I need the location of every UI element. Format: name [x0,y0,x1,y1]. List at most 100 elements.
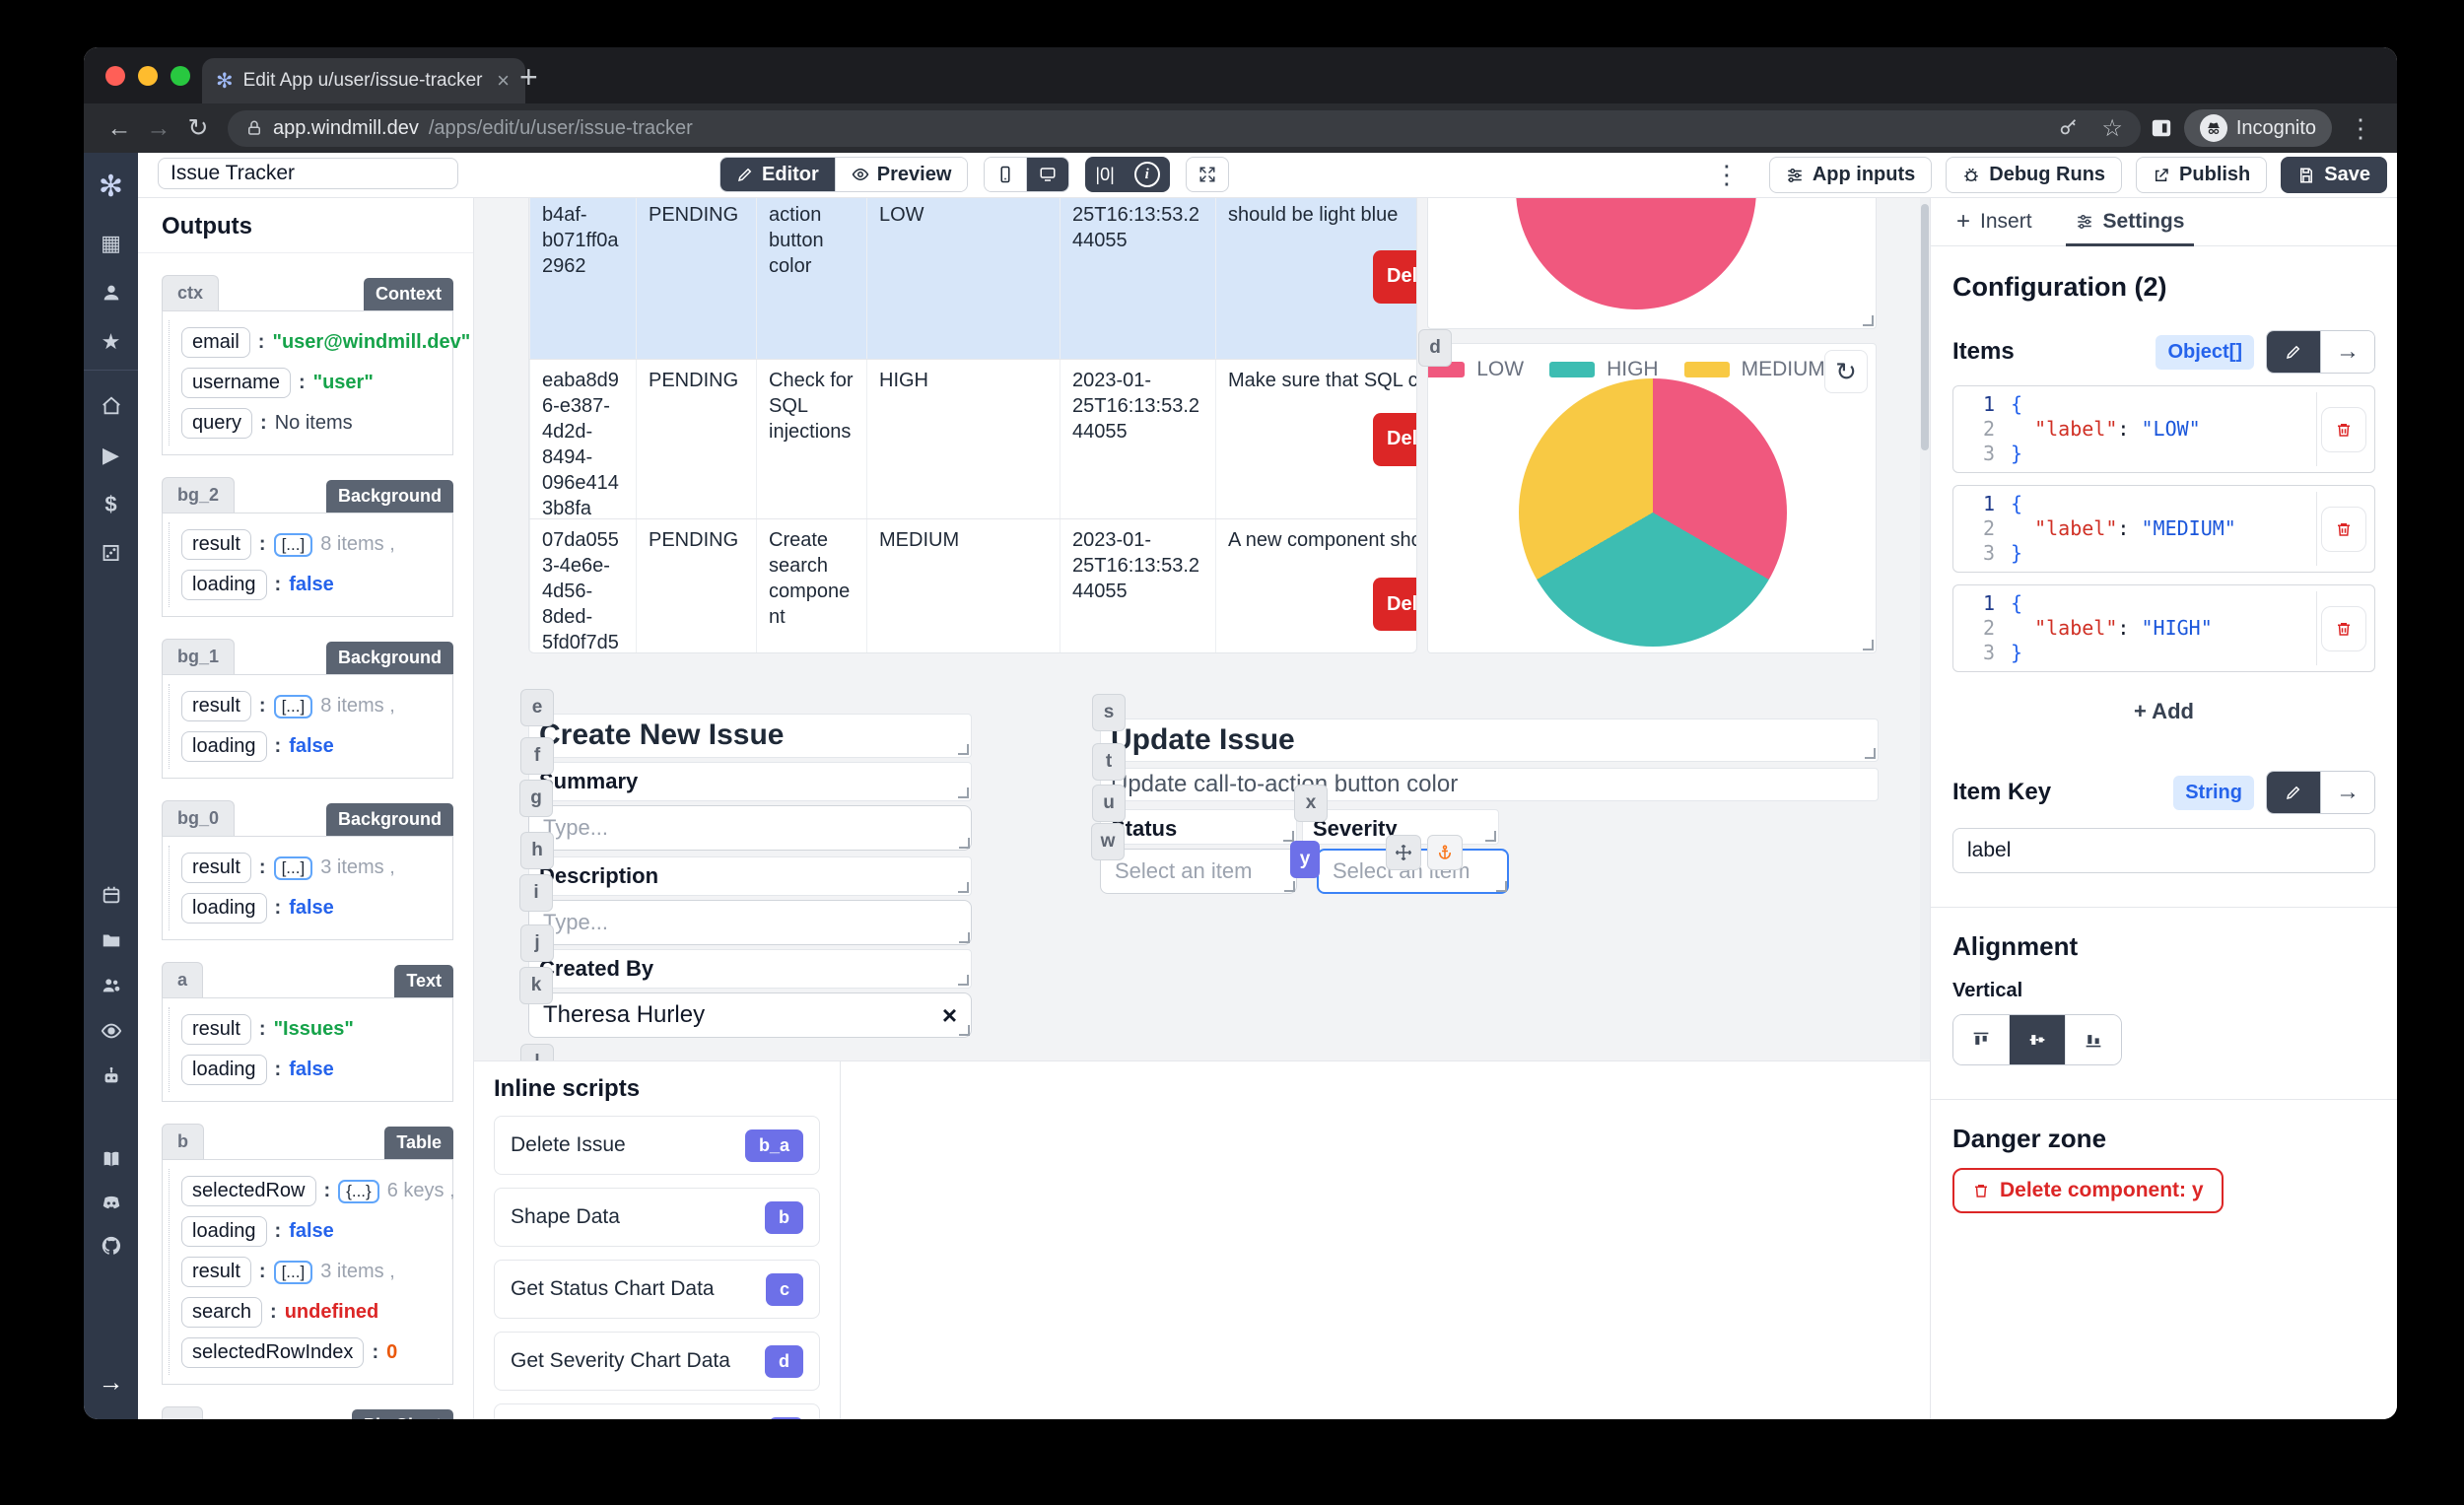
audit-eye-icon[interactable] [101,1019,122,1043]
forward-icon[interactable]: → [146,113,171,142]
github-icon[interactable] [101,1234,122,1258]
resize-handle[interactable] [1485,831,1496,842]
settings-tab[interactable]: Settings [2065,198,2195,246]
runs-play-icon[interactable]: ▶ [103,443,119,467]
preview-tab-button[interactable]: Preview [834,158,968,191]
anchor-component-icon[interactable] [1427,835,1463,870]
connect-arrow-icon[interactable]: → [2320,772,2374,813]
description-input-component[interactable]: i [519,874,972,945]
more-options-icon[interactable]: ⋮ [1713,160,1740,189]
app-canvas[interactable]: b4af-b071ff0a2962 PENDING action button co… [474,198,1930,1419]
back-icon[interactable]: ← [106,113,132,142]
ai-robot-icon[interactable] [101,1064,122,1088]
resize-handle[interactable] [959,838,970,849]
resize-handle[interactable] [958,975,969,986]
component-badge-u[interactable]: u [1092,785,1126,822]
resize-handle[interactable] [1496,881,1507,892]
component-id-chip[interactable]: ctx [162,275,220,310]
align-center-button[interactable] [2009,1015,2065,1064]
component-badge-t[interactable]: t [1092,743,1126,781]
update-issue-title-component[interactable]: s Update Issue [1092,694,1879,762]
selected-component-badge-y[interactable]: y [1290,841,1320,878]
publish-button[interactable]: Publish [2136,157,2268,193]
inline-script-item[interactable]: Create Issue r [494,1403,820,1419]
browser-tab[interactable]: ✻ Edit App u/user/issue-tracker | × [202,58,525,103]
delete-item-button[interactable] [2321,406,2366,452]
resources-dice-icon[interactable]: ⚂ [101,541,121,566]
resize-handle[interactable] [1863,640,1874,650]
summary-input-component[interactable]: g [519,780,972,851]
component-badge-k[interactable]: k [519,967,553,1004]
debug-runs-button[interactable]: Debug Runs [1946,157,2123,193]
save-button[interactable]: Save [2281,157,2387,193]
delete-item-button[interactable] [2321,605,2366,651]
close-window-button[interactable] [105,66,125,86]
status-select-component[interactable]: w Select an item [1091,823,1297,894]
folders-icon[interactable] [101,928,122,952]
bookmark-star-icon[interactable]: ☆ [2101,114,2123,142]
status-pie-chart-component[interactable] [1427,198,1877,329]
expand-chip[interactable]: [...] [273,855,313,880]
item-key-input[interactable] [1952,828,2375,873]
info-icon[interactable]: i [1133,162,1160,187]
favorites-star-icon[interactable]: ★ [101,329,121,354]
component-id-chip[interactable]: bg_1 [162,639,236,674]
fullscreen-icon[interactable] [1185,157,1229,192]
component-id-chip[interactable]: c [162,1406,204,1419]
chrome-menu-icon[interactable]: ⋮ [2348,112,2373,143]
side-panel-icon[interactable] [2151,117,2172,139]
connect-arrow-icon[interactable]: → [2320,331,2374,373]
status-select[interactable]: Select an item [1100,849,1297,894]
insert-tab[interactable]: + Insert [1956,208,2032,235]
resize-handle[interactable] [958,882,969,893]
severity-pie-chart-component[interactable]: LOW HIGH MEDIUM ↻ [1427,343,1877,653]
delete-item-button[interactable] [2321,506,2366,552]
table-row[interactable]: b4af-b071ff0a2962 PENDING action button co… [529,198,1416,359]
update-issue-text-component[interactable]: t Update call-to-action button color [1092,743,1879,801]
app-inputs-button[interactable]: App inputs [1768,157,1933,193]
item-json-editor[interactable]: 1{ 2 "label": "HIGH" 3} [1952,584,2375,672]
component-id-chip[interactable]: b [162,1124,204,1159]
delete-issue-button[interactable]: Delete [1373,249,1416,304]
table-row[interactable]: eaba8d96-e387-4d2d-8494-096e4143b8fa PEND… [529,359,1416,518]
component-badge-w[interactable]: w [1091,823,1125,860]
description-input[interactable] [528,900,972,945]
variables-dollar-icon[interactable]: $ [104,492,117,516]
mobile-view-button[interactable] [985,158,1027,191]
minimize-window-button[interactable] [138,66,158,86]
resize-handle[interactable] [958,787,969,798]
workspace-icon[interactable]: ▦ [101,231,121,255]
item-json-editor[interactable]: 1{ 2 "label": "MEDIUM" 3} [1952,485,2375,573]
expand-chip[interactable]: [...] [273,694,313,718]
table-row[interactable]: 07da0553-4e6e-4d56-8ded-5fd0f7d5c3c2PEND… [529,518,1416,652]
expand-chip[interactable]: {...} [338,1179,379,1203]
resize-handle[interactable] [1284,881,1295,892]
edit-static-icon[interactable] [2267,331,2320,373]
delete-issue-button[interactable]: Delete [1373,412,1416,466]
component-id-chip[interactable]: bg_0 [162,800,236,836]
expand-chip[interactable]: [...] [273,1260,313,1284]
groups-icon[interactable] [101,974,122,997]
delete-issue-button[interactable]: Delete [1373,578,1416,631]
resize-handle[interactable] [959,932,970,943]
legend-item[interactable]: HIGH [1549,358,1659,381]
component-badge-j[interactable]: j [520,924,554,962]
component-id-chip[interactable]: a [162,962,204,997]
discord-icon[interactable] [101,1191,122,1214]
inline-script-item[interactable]: Shape Data b [494,1188,820,1247]
desktop-view-button[interactable] [1026,158,1069,191]
inline-script-item[interactable]: Get Severity Chart Data d [494,1332,820,1391]
windmill-logo-icon[interactable]: ✻ [98,170,124,203]
created-by-select-component[interactable]: k Theresa Hurley × [519,967,972,1038]
status-label-component[interactable]: u Status [1092,785,1297,845]
created-by-select[interactable]: Theresa Hurley × [528,992,972,1038]
component-badge-f[interactable]: f [520,737,554,775]
inline-script-item[interactable]: Delete Issue b_a [494,1116,820,1175]
resize-handle[interactable] [1283,831,1294,842]
password-key-icon[interactable] [2058,117,2080,139]
inline-script-item[interactable]: Get Status Chart Data c [494,1260,820,1319]
home-icon[interactable] [101,394,122,418]
resize-handle[interactable] [958,744,969,755]
expand-chip[interactable]: [...] [273,532,313,557]
delete-component-button[interactable]: Delete component: y [1952,1168,2224,1213]
